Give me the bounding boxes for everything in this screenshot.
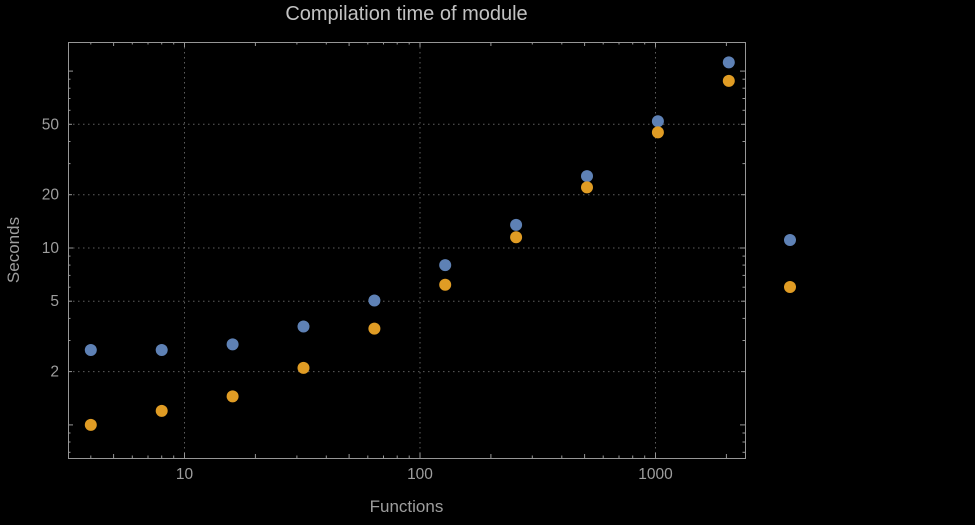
point-series-2-orange xyxy=(722,74,735,87)
point-series-2-orange xyxy=(84,418,97,431)
point-series-2-orange xyxy=(510,231,523,244)
x-tick-label: 100 xyxy=(407,466,433,483)
x-axis-label: Functions xyxy=(369,497,444,516)
point-series-2-orange xyxy=(439,278,452,291)
point-series-1-blue xyxy=(581,170,593,183)
y-tick-label: 50 xyxy=(42,116,60,133)
y-axis-label: Seconds xyxy=(4,216,23,284)
point-series-1-blue xyxy=(439,259,452,272)
point-series-1-blue xyxy=(510,218,523,231)
point-series-1-blue xyxy=(722,56,735,69)
point-series-2-orange xyxy=(155,404,168,417)
point-series-2-orange xyxy=(651,126,664,139)
point-series-1-blue xyxy=(368,294,381,307)
point-series-1-blue xyxy=(226,338,239,351)
legend-marker-series-2-orange xyxy=(784,281,796,293)
point-series-1-blue xyxy=(155,344,168,356)
point-series-1-blue xyxy=(297,320,310,333)
y-tick-label: 20 xyxy=(42,187,60,204)
plot-frame xyxy=(68,42,746,459)
x-tick-label: 1000 xyxy=(638,466,673,483)
x-tick-label: 10 xyxy=(176,466,194,483)
legend-marker-series-1-blue xyxy=(784,234,796,246)
point-series-2-orange xyxy=(581,181,593,194)
y-tick-label: 10 xyxy=(42,240,60,257)
point-series-1-blue xyxy=(651,115,664,128)
y-tick-label: 2 xyxy=(50,364,59,381)
point-series-2-orange xyxy=(226,390,239,403)
point-series-2-orange xyxy=(297,361,310,374)
point-series-1-blue xyxy=(84,344,97,356)
y-tick-label: 5 xyxy=(50,293,59,310)
point-series-2-orange xyxy=(368,322,381,335)
chart-title: Compilation time of module xyxy=(285,3,528,25)
